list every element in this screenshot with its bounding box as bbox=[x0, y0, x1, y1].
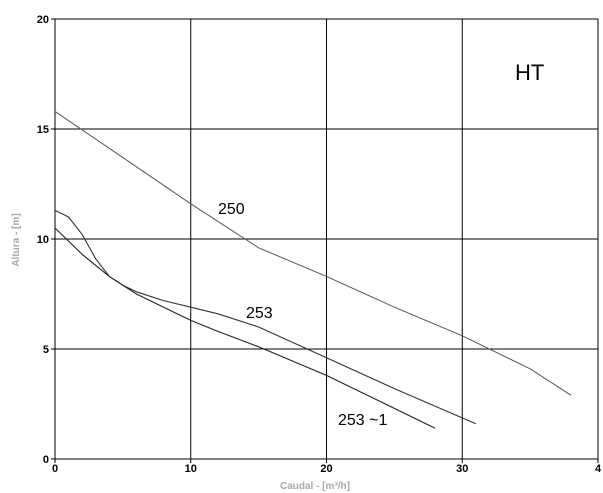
y-tick-label: 20 bbox=[37, 14, 49, 26]
chart-title: HT bbox=[515, 60, 544, 85]
series-line-253 bbox=[54, 209, 477, 425]
y-tick-label: 10 bbox=[37, 234, 49, 246]
x-tick-label: 20 bbox=[320, 463, 332, 475]
y-tick-label: 15 bbox=[37, 124, 49, 136]
series-layer bbox=[54, 110, 572, 429]
grid-layer bbox=[55, 19, 598, 459]
x-tick-label: 4 bbox=[595, 463, 602, 475]
series-label-250: 250 bbox=[218, 201, 245, 218]
x-axis-label: Caudal - [m³/h] bbox=[280, 481, 350, 492]
series-line-250 bbox=[54, 110, 572, 396]
series-line-253-1 bbox=[54, 227, 436, 429]
x-tick-label: 10 bbox=[185, 463, 197, 475]
y-axis-label: Altura - [m] bbox=[11, 213, 22, 266]
x-tick-label: 30 bbox=[456, 463, 468, 475]
series-label-253-1: 253 ~1 bbox=[338, 412, 387, 429]
series-label-253: 253 bbox=[246, 305, 273, 322]
y-tick-label: 5 bbox=[43, 344, 49, 356]
x-tick-label: 0 bbox=[52, 463, 58, 475]
y-tick-label: 0 bbox=[43, 454, 49, 466]
